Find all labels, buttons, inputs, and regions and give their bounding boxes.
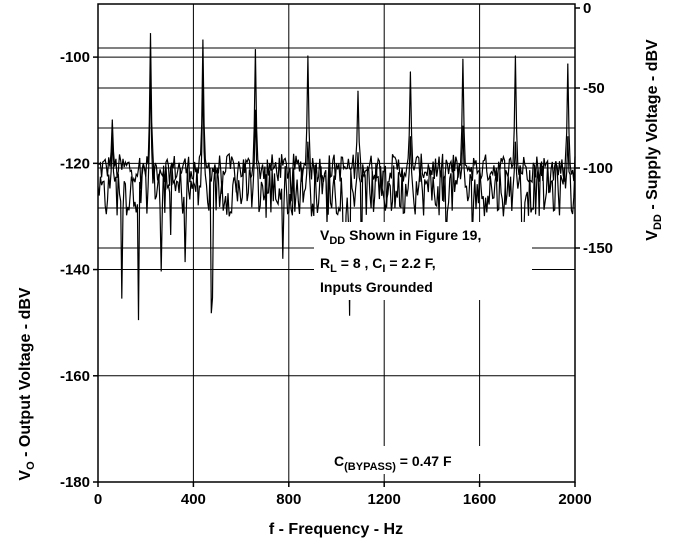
annotation-inputs: Inputs Grounded [320, 279, 433, 295]
annotation-rl-ci: RL = 8 , CI = 2.2 F, [320, 255, 436, 275]
trace-vdd [97, 33, 576, 224]
right-tick-label: -50 [583, 80, 605, 97]
peak-point [307, 141, 309, 143]
annotation-box [314, 222, 532, 300]
peak-point [357, 90, 359, 92]
peak-point [111, 119, 113, 121]
right-tick-label: -150 [583, 240, 613, 257]
x-axis-ticks: 0 400 800 1200 1600 2000 [94, 482, 592, 508]
peak-point [409, 71, 412, 73]
x-tick-label: 1600 [463, 491, 496, 508]
x-tick-label: 0 [94, 491, 102, 508]
right-tick-label: -100 [583, 160, 613, 177]
peak-point [514, 141, 516, 143]
annotation-bypass: C(BYPASS) = 0.47 F [334, 453, 452, 473]
peak-point [254, 49, 257, 51]
peak-point [462, 125, 464, 127]
peak-point [202, 77, 204, 79]
x-tick-label: 800 [276, 491, 301, 508]
peak-point [462, 58, 464, 60]
peak-point [409, 136, 412, 138]
peak-point [202, 39, 204, 41]
peak-point [149, 67, 152, 69]
plot-frame [97, 3, 576, 483]
peak-point [567, 136, 569, 138]
bypass-label-box [328, 446, 524, 474]
left-tick-label: -160 [60, 368, 90, 385]
right-axis-ticks: 0 -50 -100 -150 [575, 0, 613, 257]
left-tick-label: -100 [60, 49, 90, 66]
annotation-vdd: VDD Shown in Figure 19, [320, 227, 481, 247]
left-axis-title: VO - Output Voltage - dBV [17, 287, 37, 480]
peak-point [149, 33, 152, 35]
peak-point [307, 55, 309, 57]
left-tick-label: -120 [60, 155, 90, 172]
peak-point [111, 136, 113, 138]
x-tick-label: 1200 [368, 491, 401, 508]
trace-vo [97, 67, 576, 321]
peak-point [357, 152, 359, 154]
x-tick-label: 2000 [558, 491, 591, 508]
x-axis-title: f - Frequency - Hz [269, 521, 403, 538]
traces [97, 33, 576, 321]
left-axis-ticks: -180 -160 -140 -120 -100 [60, 49, 98, 491]
peak-point [567, 63, 569, 65]
x-tick-label: 400 [181, 491, 206, 508]
right-tick-label: 0 [583, 0, 591, 17]
peak-point [254, 109, 257, 111]
peak-point [514, 55, 516, 57]
left-tick-label: -180 [60, 474, 90, 491]
left-tick-label: -140 [60, 262, 90, 279]
right-axis-title: VDD - Supply Voltage - dBV [644, 39, 664, 241]
